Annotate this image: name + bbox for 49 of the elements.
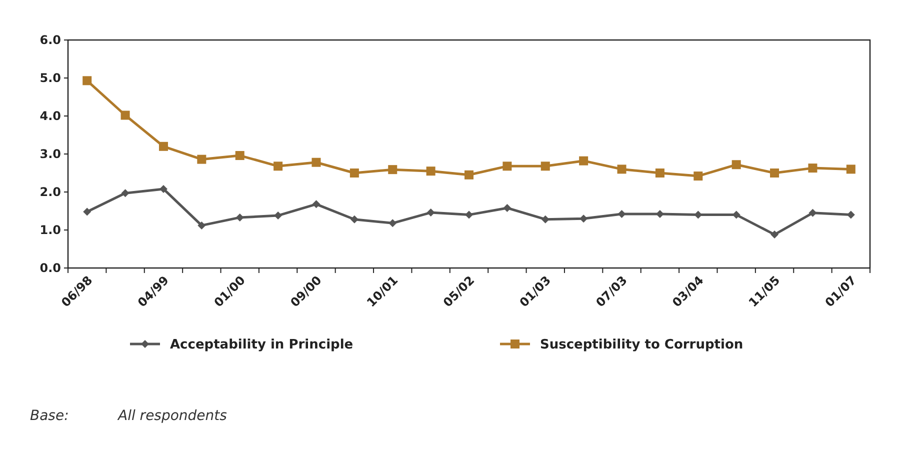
y-tick-label: 5.0 (40, 71, 61, 86)
point (426, 208, 435, 217)
point (312, 158, 321, 167)
point (350, 215, 358, 224)
point (464, 170, 474, 180)
point (235, 151, 244, 160)
point (808, 164, 818, 173)
point (426, 166, 436, 176)
point (540, 162, 550, 171)
point (159, 184, 168, 193)
y-tick-label: 0.0 (40, 261, 61, 276)
point (503, 204, 512, 212)
point (158, 142, 168, 151)
point (350, 168, 359, 178)
y-tick-label: 2.0 (40, 185, 61, 200)
point (388, 219, 397, 228)
point (808, 208, 817, 217)
point (82, 76, 92, 86)
point (579, 156, 588, 166)
point (120, 110, 130, 120)
point (388, 165, 398, 174)
point (770, 230, 779, 239)
point (846, 164, 856, 174)
point (465, 210, 473, 219)
y-tick-label: 4.0 (40, 109, 61, 124)
legend-label: Susceptibility to Corruption (540, 338, 744, 353)
y-tick-label: 6.0 (40, 33, 61, 48)
point (846, 210, 855, 219)
point (618, 210, 626, 218)
point (121, 189, 130, 198)
point (770, 168, 780, 178)
point (198, 221, 206, 230)
point (617, 164, 626, 174)
point (274, 162, 283, 171)
y-tick-label: 1.0 (40, 223, 61, 238)
point (541, 215, 550, 224)
text: Base: All respondents (30, 408, 227, 424)
point (236, 213, 244, 222)
point (694, 172, 703, 181)
point (502, 162, 512, 171)
legend-label: Acceptability in Principle (170, 338, 354, 353)
point (274, 212, 282, 220)
point (580, 214, 588, 223)
point (655, 168, 664, 178)
point (197, 154, 206, 164)
point (83, 208, 92, 216)
y-tick-label: 3.0 (40, 147, 61, 162)
point (312, 200, 320, 208)
point (732, 160, 741, 170)
